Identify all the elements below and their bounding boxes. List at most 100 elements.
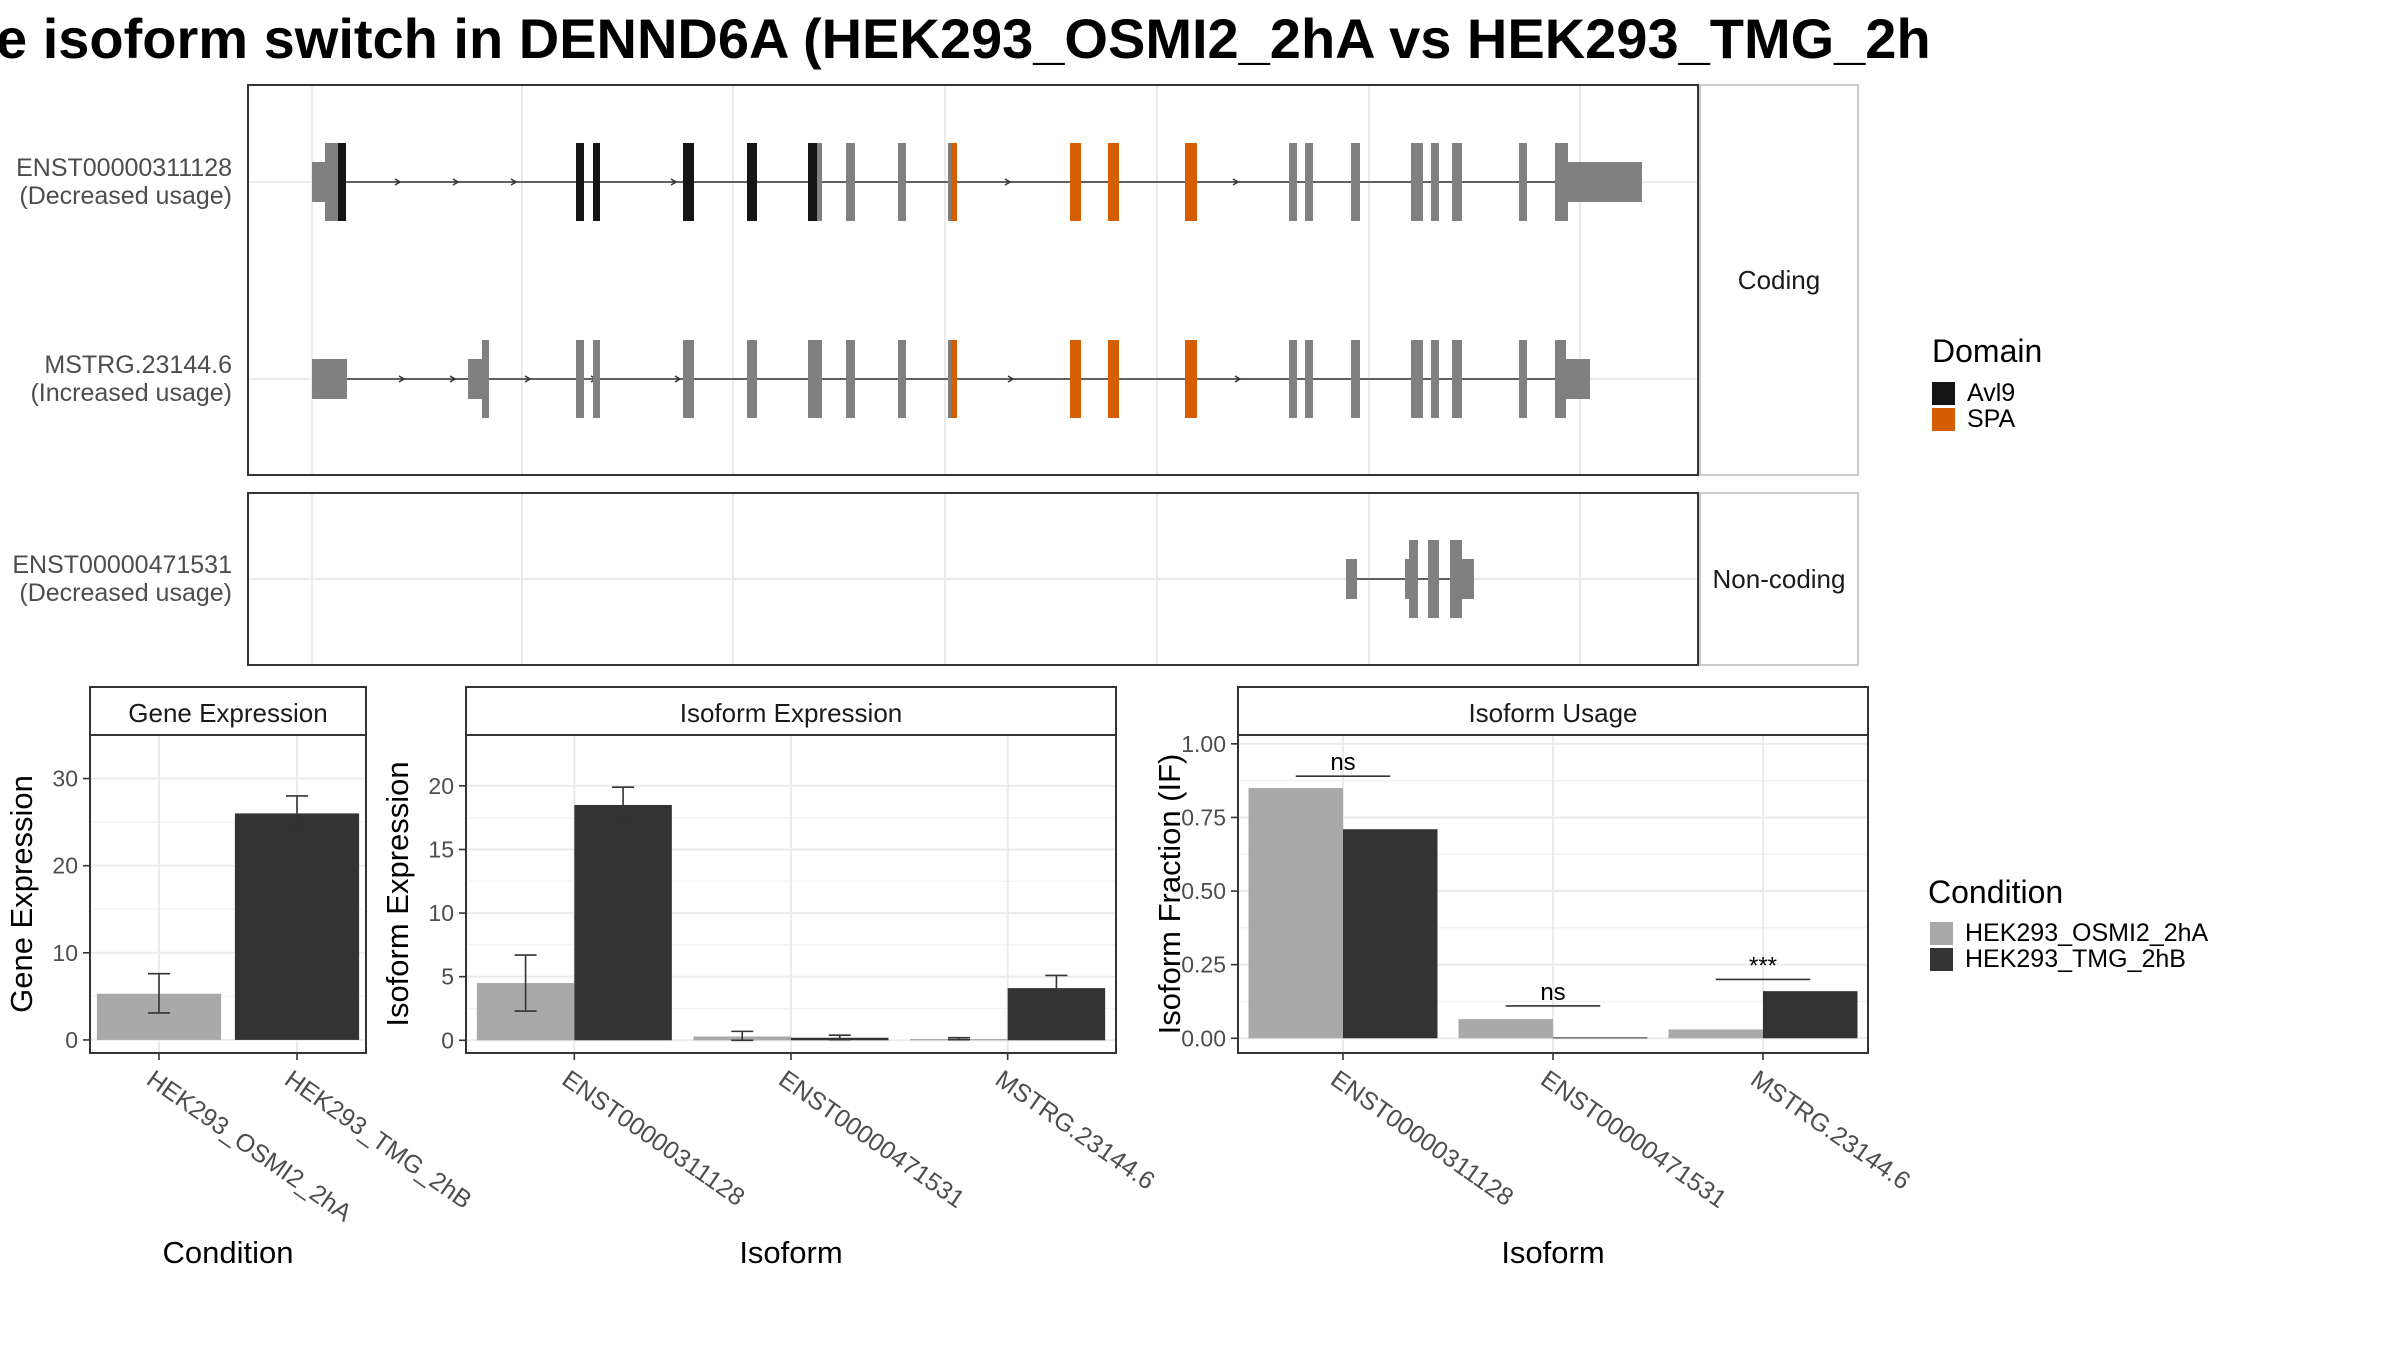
transcript-id-label: ENST00000311128 (16, 154, 232, 182)
bar (1668, 1029, 1763, 1039)
exon-block (951, 143, 957, 221)
bar (1763, 991, 1858, 1039)
exon-block (1351, 340, 1360, 418)
exon-block (1452, 340, 1462, 418)
exon-block (747, 143, 757, 221)
domain-legend-label: Avl9 (1967, 379, 2015, 407)
strand-arrow (1007, 375, 1015, 383)
exon-block (1305, 143, 1313, 221)
noncoding-strip-label: Non-coding (1713, 564, 1846, 594)
exon-block (948, 340, 951, 418)
noncoding-panel-strip (1699, 492, 1859, 666)
condition-legend-label: HEK293_OSMI2_2hA (1965, 919, 2209, 947)
domain-legend-swatch (1932, 382, 1955, 405)
exon-block (948, 143, 951, 221)
exon-block (846, 143, 855, 221)
y-tick-label: 10 (52, 940, 78, 966)
y-tick-label: 30 (52, 766, 78, 792)
bar (574, 804, 672, 1041)
x-axis-title: Condition (163, 1235, 294, 1270)
exon-block (808, 340, 822, 418)
exon-block (1185, 340, 1197, 418)
strand-arrow (674, 375, 682, 383)
strand-arrow (1232, 178, 1240, 186)
facet-title: Isoform Expression (680, 698, 903, 728)
condition-legend-title: Condition (1928, 874, 2063, 910)
exon-block (325, 143, 338, 221)
y-axis-title: Isoform Expression (380, 761, 415, 1026)
exon-block (1566, 359, 1590, 399)
domain-legend-title: Domain (1932, 333, 2042, 369)
exon-block (1519, 340, 1527, 418)
y-tick-label: 0.50 (1181, 878, 1226, 904)
exon-block (1428, 540, 1439, 618)
y-tick-label: 0.75 (1181, 804, 1226, 830)
bar (1553, 1037, 1648, 1039)
exon-block (1555, 340, 1566, 418)
strand-arrow (1234, 375, 1242, 383)
exon-block (1519, 143, 1527, 221)
coding-panel-border (247, 84, 1699, 476)
facet-strip (1237, 686, 1869, 736)
exon-block (1452, 143, 1462, 221)
exon-block (1405, 559, 1409, 599)
exon-block (593, 340, 600, 418)
figure-title: e isoform switch in DENND6A (HEK293_OSMI… (0, 7, 1931, 70)
y-axis-title: Isoform Fraction (IF) (1152, 754, 1187, 1035)
facet-title: Gene Expression (128, 698, 327, 728)
plot-border (89, 734, 367, 1054)
exon-block (846, 340, 855, 418)
facet-strip (89, 686, 367, 736)
exon-block (1411, 143, 1423, 221)
exon-block (1431, 143, 1439, 221)
exon-block (312, 162, 325, 202)
exon-block (1305, 340, 1313, 418)
x-tick-label: ENST00000471531 (1536, 1065, 1732, 1214)
exon-block (482, 340, 489, 418)
x-tick-label: MSTRG.23144.6 (990, 1065, 1160, 1196)
exon-block (576, 143, 584, 221)
bar (234, 813, 360, 1040)
exon-block (898, 340, 906, 418)
y-tick-label: 1.00 (1181, 731, 1226, 757)
y-tick-label: 20 (428, 773, 454, 799)
exon-block (1289, 143, 1297, 221)
exon-block (898, 143, 906, 221)
y-tick-label: 0.00 (1181, 1025, 1226, 1051)
transcript-usage-label: (Increased usage) (30, 379, 232, 407)
exon-block (1289, 340, 1297, 418)
expression-charts: Gene Expression0102030HEK293_OSMI2_2hAHE… (4, 686, 1916, 1270)
coding-panel-strip (1699, 84, 1859, 476)
x-axis-title: Isoform (739, 1235, 842, 1270)
exon-block (593, 143, 600, 221)
exon-block (1346, 559, 1357, 599)
chart-2: Isoform Usage ns ns *** 0.00 0.25 0.50 0.75 1.00… (1152, 686, 1916, 1270)
bar (1343, 829, 1438, 1039)
exon-block (683, 340, 694, 418)
exon-block (338, 143, 346, 221)
domain-legend-label: SPA (1967, 405, 2015, 433)
transcript-id-label: ENST00000471531 (12, 551, 232, 579)
x-tick-label: MSTRG.23144.6 (1746, 1065, 1916, 1196)
exon-block (1409, 540, 1418, 618)
y-axis-title: Gene Expression (4, 775, 39, 1013)
significance-label: *** (1749, 952, 1777, 979)
exon-block (1411, 340, 1423, 418)
exon-block (1108, 143, 1119, 221)
exon-block (1555, 143, 1568, 221)
transcript-id-label: MSTRG.23144.6 (44, 351, 232, 379)
exon-block (576, 340, 584, 418)
exon-block (1568, 162, 1642, 202)
exon-block (1108, 340, 1119, 418)
exon-block (468, 359, 482, 399)
strand-arrow (394, 178, 402, 186)
exon-block (1185, 143, 1197, 221)
condition-legend-swatch (1930, 948, 1953, 971)
y-tick-label: 0.25 (1181, 952, 1226, 978)
strand-arrow (449, 375, 457, 383)
exon-block (951, 340, 957, 418)
coding-panel-background (248, 85, 1698, 475)
exon-block (1351, 143, 1360, 221)
significance-label: ns (1540, 979, 1565, 1006)
strand-arrow (398, 375, 406, 383)
